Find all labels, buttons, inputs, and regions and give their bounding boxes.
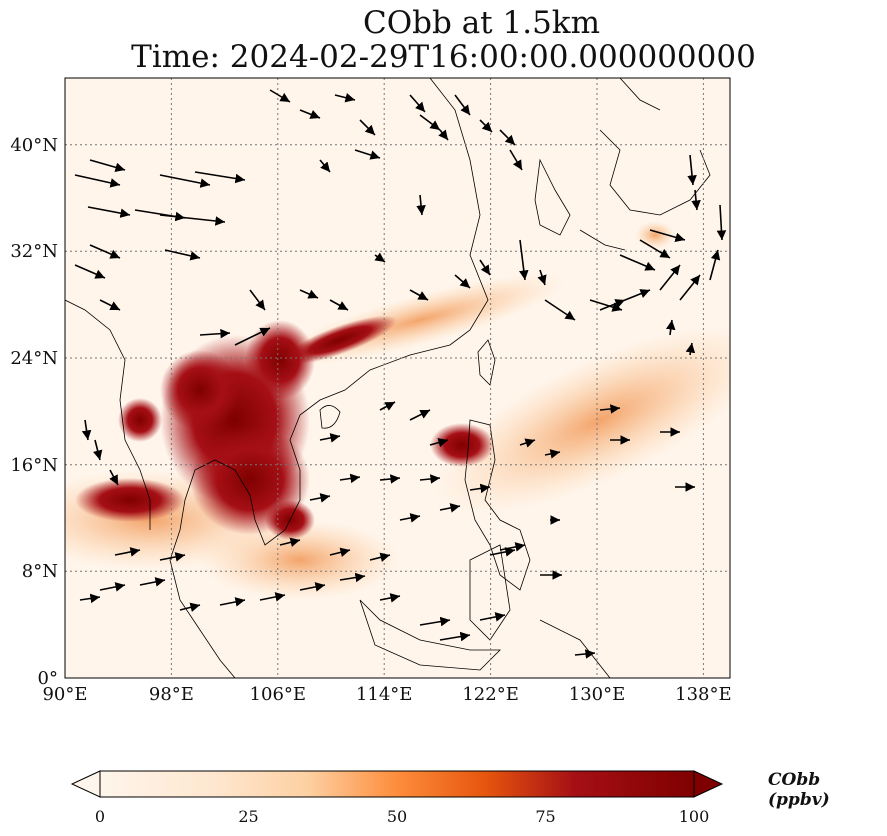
colorbar: 0 25 50 75 100 — [70, 770, 724, 826]
colorbar-tick: 0 — [95, 807, 105, 826]
colorbar-max-extend — [693, 770, 724, 798]
map-frame — [64, 77, 731, 679]
lat-tick: 32°N — [10, 241, 58, 262]
colorbar-label: CObb (ppbv) — [768, 770, 830, 810]
lat-tick: 24°N — [10, 348, 58, 369]
gridlines — [65, 78, 730, 678]
colorbar-tick: 100 — [679, 807, 710, 826]
lon-tick: 130°E — [569, 684, 626, 705]
lon-tick: 90°E — [42, 684, 87, 705]
lat-tick: 8°N — [22, 561, 58, 582]
lon-tick: 138°E — [675, 684, 732, 705]
lat-tick: 0° — [38, 668, 58, 689]
lat-tick-labels: 0° 8°N 16°N 24°N 32°N 40°N — [10, 135, 58, 689]
title-line-2: Time: 2024-02-29T16:00:00.000000000 — [131, 39, 756, 75]
lat-tick: 16°N — [10, 455, 58, 476]
cobb-field — [65, 78, 730, 678]
lon-tick: 114°E — [356, 684, 413, 705]
lat-tick: 40°N — [10, 135, 58, 156]
colorbar-tick: 25 — [238, 807, 258, 826]
title-line-1: CObb at 1.5km — [363, 5, 600, 41]
lon-tick: 106°E — [250, 684, 307, 705]
colorbar-tick: 75 — [535, 807, 555, 826]
wind-vectors — [74, 89, 727, 659]
colorbar-tick: 50 — [387, 807, 407, 826]
coastlines — [65, 78, 711, 678]
lon-tick-labels: 90°E 98°E 106°E 114°E 122°E 130°E 138°E — [42, 684, 731, 705]
lon-tick: 98°E — [149, 684, 194, 705]
lon-tick: 122°E — [462, 684, 519, 705]
colorbar-min-extend — [70, 770, 101, 798]
